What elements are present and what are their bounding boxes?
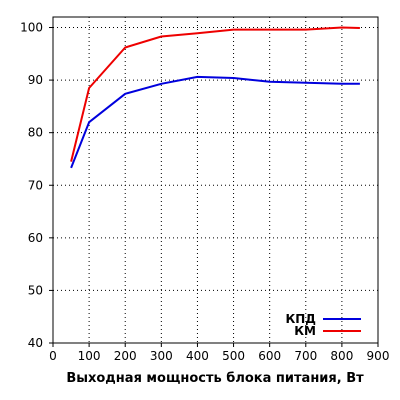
plot-frame — [52, 16, 379, 344]
y-tick-label: 90 — [28, 73, 43, 87]
grid — [53, 17, 378, 343]
x-tick-label: 800 — [330, 349, 353, 363]
x-axis-title: Выходная мощность блока питания, Вт — [66, 371, 364, 386]
y-tick-label: 80 — [28, 126, 43, 140]
ticks: 0 100 200 300 400 500 600 700 800 900 40 50 60 70 80 90… — [20, 21, 389, 363]
y-tick-label: 70 — [28, 178, 43, 192]
x-tick-label: 900 — [367, 349, 390, 363]
legend-label: КМ — [294, 324, 316, 338]
y-tick-label: 100 — [20, 21, 43, 35]
x-tick-label: 200 — [114, 349, 137, 363]
y-tick-label: 40 — [28, 336, 43, 350]
y-tick-label: 50 — [28, 283, 43, 297]
series-line-2 — [70, 26, 360, 162]
x-tick-label: 0 — [49, 349, 57, 363]
series-line-1 — [70, 75, 360, 169]
x-tick-label: 600 — [258, 349, 281, 363]
x-tick-label: 300 — [150, 349, 173, 363]
x-tick-label: 100 — [78, 349, 101, 363]
legend-label: КПД — [285, 312, 316, 326]
x-tick-label: 700 — [294, 349, 317, 363]
series — [70, 26, 360, 169]
y-tick-label: 60 — [28, 231, 43, 245]
x-tick-label: 500 — [222, 349, 245, 363]
x-tick-label: 400 — [186, 349, 209, 363]
